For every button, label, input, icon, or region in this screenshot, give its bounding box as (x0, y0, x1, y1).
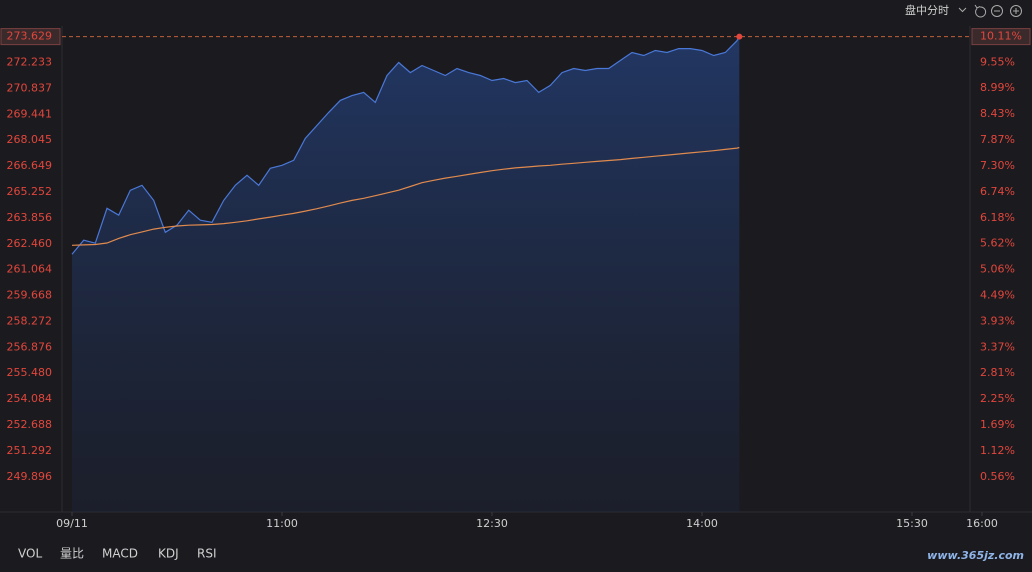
y2-tick-label: 5.06% (980, 262, 1015, 275)
y2-tick-label: 2.25% (980, 392, 1015, 405)
zoom-out-icon[interactable] (991, 5, 1003, 17)
y-tick-label: 273.629 (7, 30, 53, 43)
y2-tick-label: 6.74% (980, 185, 1015, 198)
x-tick-label: 15:30 (896, 517, 928, 530)
x-tick-label: 11:00 (266, 517, 298, 530)
y-tick-label: 254.084 (7, 392, 53, 405)
y-tick-label: 249.896 (7, 470, 53, 483)
y-tick-label: 261.064 (7, 263, 53, 276)
y-tick-label: 272.233 (7, 55, 53, 68)
y-tick-label: 270.837 (7, 81, 53, 94)
y-tick-label: 263.856 (7, 211, 53, 224)
y-tick-label: 259.668 (7, 289, 53, 302)
y2-tick-label: 3.93% (980, 315, 1015, 328)
tick-box (971, 28, 1031, 46)
y2-tick-label: 8.43% (980, 107, 1015, 120)
y2-tick-label: 0.56% (980, 470, 1015, 483)
average-line (71, 146, 740, 246)
mode-label[interactable]: 盘中分时 (905, 3, 949, 17)
x-tick-label: 09/11 (56, 517, 88, 530)
y2-tick-label: 7.30% (980, 159, 1015, 172)
y2-tick-label: 10.11% (980, 30, 1022, 43)
y2-tick-label: 2.81% (980, 366, 1015, 379)
x-tick-label: 12:30 (476, 517, 508, 530)
y-tick-label: 256.876 (7, 340, 53, 353)
y-tick-label: 265.252 (7, 185, 53, 198)
indicator-tab[interactable]: KDJ (158, 547, 179, 561)
y2-tick-label: 5.62% (980, 237, 1015, 250)
y-tick-label: 268.045 (7, 133, 53, 146)
y2-tick-label: 4.49% (980, 289, 1015, 302)
y2-tick-label: 1.12% (980, 444, 1015, 457)
zoom-in-icon[interactable] (1013, 8, 1019, 14)
y2-tick-label: 6.18% (980, 211, 1015, 224)
tick-box (0, 28, 61, 46)
last-price-dot (736, 33, 743, 40)
y2-tick-label: 1.69% (980, 418, 1015, 431)
watermark: www.365jz.com (927, 549, 1024, 562)
y-tick-label: 258.272 (7, 314, 53, 327)
y2-tick-label: 7.87% (980, 133, 1015, 146)
x-tick-label: 14:00 (686, 517, 718, 530)
y2-tick-label: 9.55% (980, 55, 1015, 68)
y-tick-label: 255.480 (7, 366, 53, 379)
y-tick-label: 266.649 (7, 159, 53, 172)
zoom-in-icon[interactable] (1010, 5, 1022, 17)
y-tick-label: 269.441 (7, 107, 53, 120)
indicator-tab[interactable]: VOL (18, 547, 42, 561)
y-tick-label: 252.688 (7, 418, 53, 431)
price-area (72, 36, 740, 512)
indicator-tab[interactable]: MACD (102, 547, 138, 561)
y2-tick-label: 3.37% (980, 340, 1015, 353)
price-line (71, 36, 740, 255)
y-tick-label: 251.292 (7, 444, 53, 457)
x-tick-label: 16:00 (966, 517, 998, 530)
chevron[interactable] (958, 7, 967, 13)
y-tick-label: 262.460 (7, 237, 53, 250)
y2-tick-label: 8.99% (980, 81, 1015, 94)
indicator-tab[interactable]: 量比 (60, 547, 84, 561)
indicator-tab[interactable]: RSI (197, 547, 217, 561)
reset-icon[interactable] (974, 4, 987, 18)
